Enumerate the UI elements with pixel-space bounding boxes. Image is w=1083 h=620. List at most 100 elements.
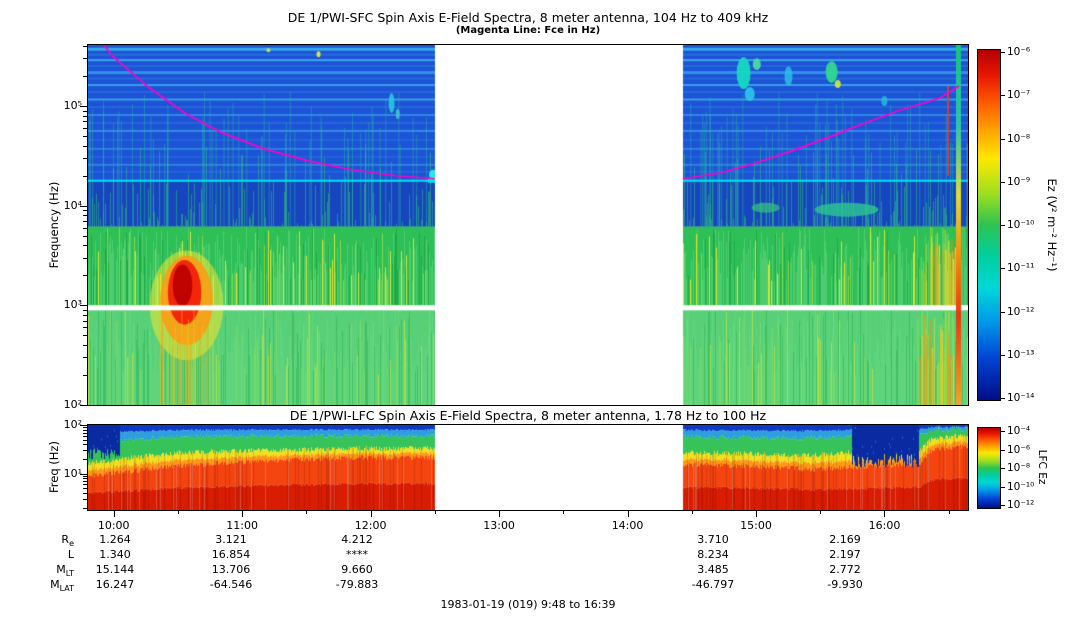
lfc-y-minor-tick [83,435,87,437]
sfc-y-minor-tick [83,145,87,147]
x-tick-label: 10:00 [97,519,130,532]
ephemeris-row-label: MLAT [28,578,74,593]
sfc-colorbar-tick [1001,138,1005,140]
sfc-y-minor-tick [83,75,87,77]
x-minor-tick [948,511,950,514]
sfc-colorbar-tick [1001,52,1005,53]
lfc-colorbar-tick [1001,431,1005,432]
x-tick-label: 16:00 [868,519,901,532]
sfc-colorbar [978,50,1000,400]
lfc-title: DE 1/PWI-LFC Spin Axis E-Field Spectra, … [289,408,767,423]
sfc-colorbar-tick [1001,311,1005,313]
x-minor-tick [306,511,308,514]
sfc-y-minor-tick [83,210,87,212]
ephemeris-row-label-base: R [61,533,70,546]
lfc-colorbar-tick [1001,486,1005,488]
ephemeris-value: 2.169 [829,533,861,546]
sfc-colorbar-tick-label: 10⁻¹⁴ [1007,392,1035,404]
lfc-y-major-tick [80,425,87,426]
lfc-y-tick-label: 10² [63,418,82,431]
x-tick-label: 14:00 [611,519,644,532]
sfc-y-minor-tick [83,58,87,60]
x-tick-label: 15:00 [740,519,772,532]
sfc-y-minor-tick [83,227,87,229]
x-major-tick [370,511,372,517]
ephemeris-row-label-sub: LT [65,569,74,579]
lfc-colorbar-tick-label: 10⁻¹² [1007,499,1035,511]
sfc-colorbar-tick-label: 10⁻¹² [1007,305,1035,318]
sfc-y-tick-label: 10³ [63,298,82,312]
lfc-y-minor-tick [83,427,87,429]
ephemeris-value: 2.772 [829,563,861,576]
lfc-y-minor-tick [83,444,87,446]
ephemeris-value: -79.883 [335,578,379,591]
ephemeris-value: 1.264 [99,533,131,546]
ephemeris-value: -64.546 [209,578,253,591]
ephemeris-row-label-sub: e [69,539,74,549]
x-tick-label: 12:00 [354,519,387,532]
sfc-colorbar-tick-label: 10⁻⁹ [1007,175,1031,188]
sfc-colorbar-tick-label: 10⁻¹¹ [1007,262,1035,275]
sfc-y-minor-tick [83,115,87,117]
lfc-spectrogram [88,425,968,510]
sfc-colorbar-tick [1001,181,1005,183]
lfc-colorbar-tick-label: 10⁻¹⁰ [1007,480,1035,493]
sfc-y-minor-tick [83,309,87,311]
lfc-y-minor-tick [83,481,87,483]
lfc-colorbar-tick-label: 10⁻⁸ [1007,462,1031,474]
x-major-tick [627,511,629,517]
sfc-colorbar-tick-label: 10⁻¹³ [1007,348,1035,361]
sfc-subtitle: (Magenta Line: Fce in Hz) [455,25,601,36]
lfc-y-minor-tick [83,492,87,494]
sfc-y-minor-tick [83,327,87,329]
ephemeris-row-label-base: M [50,578,60,591]
lfc-y-minor-tick [83,439,87,441]
sfc-y-minor-tick [83,275,87,277]
sfc-title: DE 1/PWI-SFC Spin Axis E-Field Spectra, … [287,10,769,25]
lfc-y-minor-tick [83,458,87,460]
x-minor-tick [691,511,693,514]
sfc-colorbar-tick [1001,354,1005,356]
lfc-y-major-tick [80,473,87,475]
sfc-spectrogram [88,45,968,405]
sfc-colorbar-tick [1001,398,1005,399]
sfc-y-minor-tick [83,357,87,359]
sfc-y-tick-label: 10⁵ [63,98,82,112]
ephemeris-row-label-sub: LAT [59,584,74,594]
sfc-y-minor-tick [83,245,87,247]
sfc-colorbar-tick [1001,225,1005,226]
lfc-y-minor-tick [83,475,87,477]
lfc-y-minor-tick [83,478,87,480]
sfc-colorbar-frame [977,49,1001,401]
lfc-y-minor-tick [83,484,87,486]
x-minor-tick [820,511,822,514]
ephemeris-value: 4.212 [341,533,373,546]
sfc-y-axis-label: Frequency (Hz) [47,181,61,269]
sfc-colorbar-tick-label: 10⁻⁶ [1007,46,1031,58]
sfc-y-minor-tick [83,215,87,217]
sfc-y-minor-tick [83,45,87,47]
lfc-colorbar-tick-label: 10⁻⁴ [1007,425,1031,437]
footer-date-range: 1983-01-19 (019) 9:48 to 16:39 [440,598,616,611]
lfc-colorbar-tick [1001,468,1005,469]
sfc-y-minor-tick [83,110,87,112]
ephemeris-row-label-base: M [56,563,66,576]
lfc-plot-frame [87,424,969,511]
ephemeris-value: 8.234 [697,548,729,561]
sfc-y-minor-tick [83,344,87,346]
lfc-y-tick-label: 10¹ [63,466,82,480]
sfc-y-major-tick [80,305,87,307]
ephemeris-row-label-base: L [67,548,74,561]
lfc-y-minor-tick [83,507,87,509]
ephemeris-row-label: MLT [28,563,74,578]
lfc-colorbar-tick [1001,449,1005,451]
lfc-y-minor-tick [83,498,87,500]
sfc-colorbar-tick-label: 10⁻⁸ [1007,132,1031,145]
sfc-colorbar-tick-label: 10⁻⁷ [1007,89,1031,102]
lfc-colorbar-tick [1001,505,1005,506]
ephemeris-value: 3.121 [215,533,247,546]
sfc-colorbar-label: Ez (V² m⁻² Hz⁻¹) [1045,178,1059,272]
sfc-y-minor-tick [83,320,87,322]
sfc-colorbar-tick-label: 10⁻¹⁰ [1007,219,1035,231]
sfc-y-major-tick [80,405,87,406]
